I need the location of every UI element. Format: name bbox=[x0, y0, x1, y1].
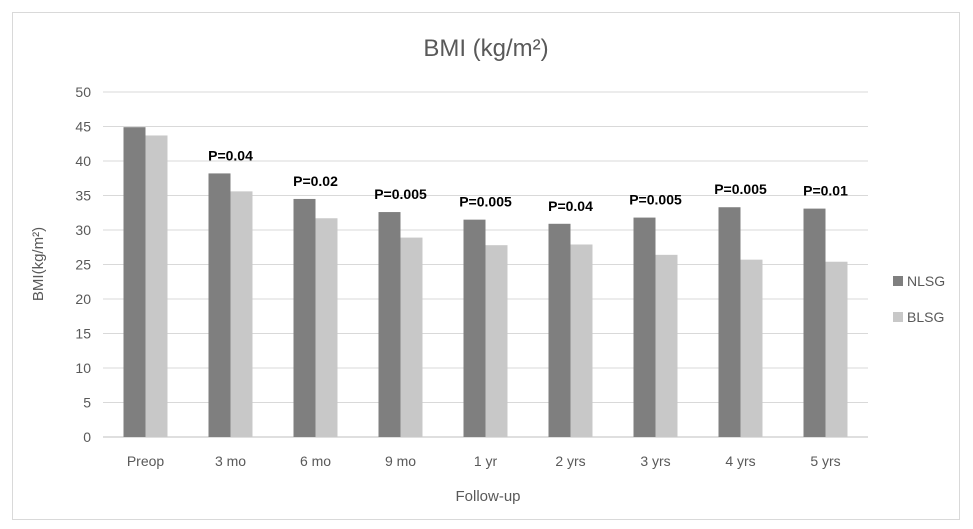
y-tick-label: 10 bbox=[75, 360, 91, 376]
bar-blsg-5 bbox=[570, 244, 593, 437]
y-tick-label: 5 bbox=[83, 395, 91, 411]
y-tick-label: 30 bbox=[75, 222, 91, 238]
bar-nlsg-2 bbox=[293, 198, 316, 437]
bar-blsg-3 bbox=[400, 237, 423, 437]
y-tick-label: 0 bbox=[83, 429, 91, 445]
bar-nlsg-6 bbox=[633, 217, 656, 437]
p-value-label: P=0.005 bbox=[459, 194, 512, 210]
bars bbox=[123, 127, 848, 438]
bar-blsg-7 bbox=[740, 259, 763, 437]
x-tick-label: 3 yrs bbox=[640, 453, 670, 469]
legend-swatch-nlsg bbox=[893, 276, 903, 286]
legend-label-nlsg: NLSG bbox=[907, 273, 945, 289]
p-value-label: P=0.005 bbox=[374, 186, 427, 202]
p-value-labels: P=0.04 P=0.02 P=0.005 P=0.005 P=0.04 P=0.005 P… bbox=[208, 147, 848, 213]
bar-nlsg-1 bbox=[208, 173, 231, 438]
y-axis-label: BMI(kg/m²) bbox=[30, 227, 47, 301]
p-value-label: P=0.005 bbox=[629, 192, 682, 208]
chart-title: BMI (kg/m²) bbox=[423, 35, 548, 62]
legend: NLSG BLSG bbox=[893, 273, 945, 325]
x-tick-label: 3 mo bbox=[215, 453, 246, 469]
x-axis-label: Follow-up bbox=[455, 488, 520, 505]
bar-nlsg-8 bbox=[803, 208, 826, 437]
p-value-label: P=0.04 bbox=[208, 147, 253, 163]
x-tick-label: 1 yr bbox=[474, 453, 498, 469]
x-tick-label: Preop bbox=[127, 453, 165, 469]
bar-nlsg-3 bbox=[378, 212, 401, 437]
bar-nlsg-0 bbox=[123, 127, 146, 437]
x-tick-label: 2 yrs bbox=[555, 453, 585, 469]
y-tick-label: 20 bbox=[75, 291, 91, 307]
legend-swatch-blsg bbox=[893, 312, 903, 322]
x-tick-label: 5 yrs bbox=[810, 453, 840, 469]
bar-nlsg-7 bbox=[718, 207, 741, 437]
p-value-label: P=0.02 bbox=[293, 173, 338, 189]
p-value-label: P=0.04 bbox=[548, 198, 593, 214]
bar-nlsg-4 bbox=[463, 219, 486, 437]
y-tick-label: 15 bbox=[75, 326, 91, 342]
y-tick-label: 50 bbox=[75, 84, 91, 100]
bar-blsg-1 bbox=[230, 191, 253, 437]
y-tick-label: 45 bbox=[75, 119, 91, 135]
y-tick-label: 25 bbox=[75, 257, 91, 273]
bar-nlsg-5 bbox=[548, 223, 571, 437]
legend-label-blsg: BLSG bbox=[907, 309, 944, 325]
x-tick-labels: Preop 3 mo 6 mo 9 mo 1 yr 2 yrs 3 yrs 4 yrs 5 yr… bbox=[127, 453, 841, 469]
bar-blsg-2 bbox=[315, 218, 338, 437]
bar-blsg-4 bbox=[485, 245, 508, 437]
x-tick-label: 4 yrs bbox=[725, 453, 755, 469]
y-tick-labels: 0 5 10 15 20 25 30 35 40 45 50 bbox=[75, 84, 91, 445]
p-value-label: P=0.01 bbox=[803, 183, 848, 199]
y-tick-label: 40 bbox=[75, 153, 91, 169]
bar-blsg-0 bbox=[145, 135, 168, 437]
y-tick-label: 35 bbox=[75, 188, 91, 204]
bar-blsg-8 bbox=[825, 261, 848, 437]
p-value-label: P=0.005 bbox=[714, 181, 767, 197]
x-tick-label: 9 mo bbox=[385, 453, 416, 469]
bar-blsg-6 bbox=[655, 254, 678, 437]
x-tick-label: 6 mo bbox=[300, 453, 331, 469]
